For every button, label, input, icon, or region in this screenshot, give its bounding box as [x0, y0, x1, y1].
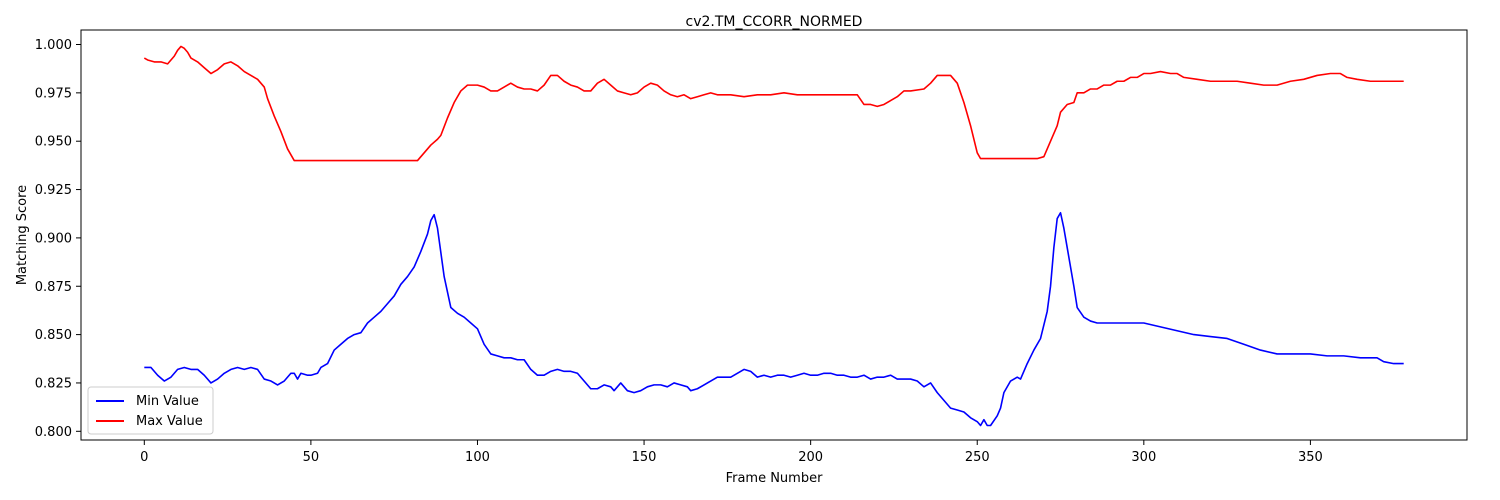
y-tick-label: 0.850: [35, 328, 72, 343]
legend-label-min-value: Min Value: [136, 394, 199, 409]
x-tick-label: 150: [632, 450, 657, 465]
y-tick-label: 0.900: [35, 231, 72, 246]
y-axis: 0.800 0.825 0.850 0.875 0.900 0.925 0.950 0.975…: [35, 38, 81, 440]
chart-title: cv2.TM_CCORR_NORMED: [686, 14, 863, 30]
x-tick-label: 300: [1131, 450, 1156, 465]
legend-box: [87, 386, 214, 435]
x-tick-label: 250: [965, 450, 990, 465]
x-axis-label: Frame Number: [726, 471, 824, 486]
x-tick-label: 350: [1298, 450, 1323, 465]
x-tick-label: 0: [140, 450, 148, 465]
y-tick-label: 1.000: [35, 38, 72, 53]
y-tick-label: 0.975: [35, 86, 72, 101]
y-tick-label: 0.950: [35, 135, 72, 150]
y-tick-label: 0.800: [35, 425, 72, 440]
x-tick-label: 50: [303, 450, 320, 465]
y-tick-label: 0.875: [35, 280, 72, 295]
y-axis-label: Matching Score: [15, 185, 30, 285]
y-tick-label: 0.825: [35, 376, 72, 391]
series-layer: [143, 45, 1404, 427]
plot-frame: [80, 29, 1468, 441]
x-axis: 0 50 100 150 200 250 300 350: [140, 440, 1323, 465]
x-tick-label: 200: [798, 450, 823, 465]
x-tick-label: 100: [465, 450, 490, 465]
y-tick-label: 0.925: [35, 183, 72, 198]
series-line-max-value: [143, 45, 1404, 162]
series-line-min-value: [144, 211, 1404, 427]
legend: Min Value Max Value: [87, 386, 214, 435]
legend-label-max-value: Max Value: [136, 414, 203, 429]
